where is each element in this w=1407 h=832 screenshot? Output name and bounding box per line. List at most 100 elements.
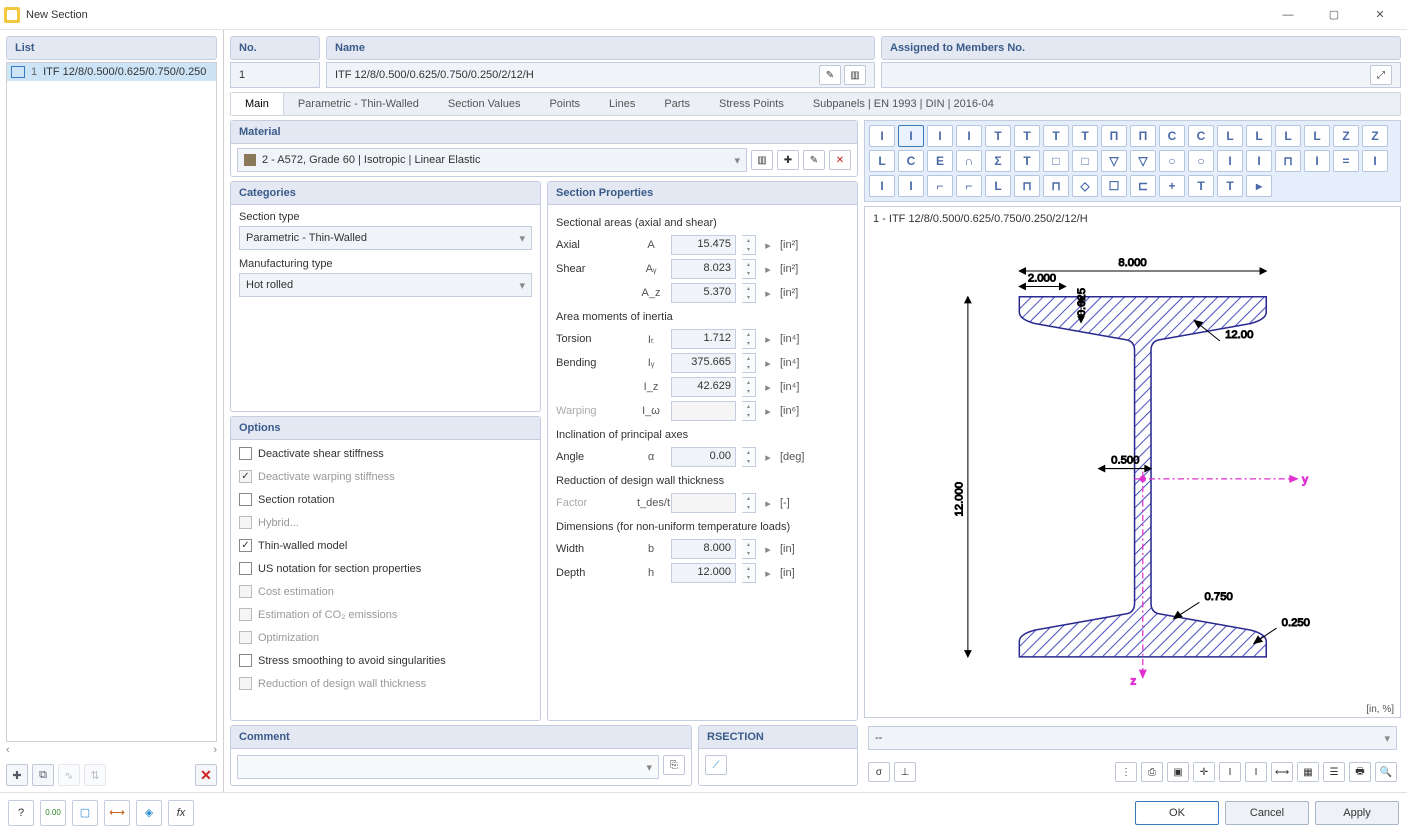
prop-value-input[interactable]: 12.000: [671, 563, 736, 583]
shape-palette-button[interactable]: ⌐: [956, 175, 982, 197]
no-input[interactable]: 1: [230, 62, 320, 88]
print-icon[interactable]: ⎙: [1141, 762, 1163, 782]
option-section-rotation[interactable]: Section rotation: [239, 492, 532, 507]
ok-button[interactable]: OK: [1135, 801, 1219, 825]
option-thin-walled-model[interactable]: Thin-walled model: [239, 538, 532, 553]
option-deactivate-shear-stiffness[interactable]: Deactivate shear stiffness: [239, 446, 532, 461]
shape-palette-button[interactable]: E: [927, 150, 953, 172]
option-us-notation-for-section-properties[interactable]: US notation for section properties: [239, 561, 532, 576]
material-new-icon[interactable]: ✚: [777, 150, 799, 170]
delete-item-button[interactable]: ✕: [195, 764, 217, 786]
list-item[interactable]: 1 ITF 12/8/0.500/0.625/0.750/0.250: [7, 63, 216, 81]
shape-palette-button[interactable]: L: [1217, 125, 1243, 147]
shape-palette-button[interactable]: I: [869, 175, 895, 197]
list-body[interactable]: 1 ITF 12/8/0.500/0.625/0.750/0.250: [6, 62, 217, 742]
spinner-icon[interactable]: ▴▾: [742, 539, 756, 559]
spinner-icon[interactable]: ▴▾: [742, 329, 756, 349]
model-icon[interactable]: ◈: [136, 800, 162, 826]
spinner-icon[interactable]: ▴▾: [742, 447, 756, 467]
shape-palette-button[interactable]: □: [1043, 150, 1069, 172]
help-icon[interactable]: ?: [8, 800, 34, 826]
expand-icon[interactable]: ▸: [762, 287, 774, 300]
shape-palette-button[interactable]: =: [1333, 150, 1359, 172]
dim-icon[interactable]: ⟷: [104, 800, 130, 826]
prop-value-input[interactable]: 42.629: [671, 377, 736, 397]
prop-value-input[interactable]: 8.023: [671, 259, 736, 279]
option-stress-smoothing-to-avoid-singularities[interactable]: Stress smoothing to avoid singularities: [239, 653, 532, 668]
scroll-left[interactable]: ‹: [6, 744, 10, 756]
expand-icon[interactable]: ▸: [762, 239, 774, 252]
printer-icon[interactable]: 🖶: [1349, 762, 1371, 782]
shape-palette-button[interactable]: L: [1246, 125, 1272, 147]
tab-parametric-thin-walled[interactable]: Parametric - Thin-Walled: [284, 93, 434, 115]
scroll-right[interactable]: ›: [213, 744, 217, 756]
preview-canvas[interactable]: 8.000 2.000 0.625 12.000 0.500 12.00: [865, 231, 1400, 702]
shape-palette-button[interactable]: ⌐: [927, 175, 953, 197]
fit-icon[interactable]: ▣: [1167, 762, 1189, 782]
shape-palette-button[interactable]: ⊓: [1043, 175, 1069, 197]
tab-main[interactable]: Main: [231, 93, 284, 115]
shape-palette-button[interactable]: T: [985, 125, 1011, 147]
shape-palette-button[interactable]: ☐: [1101, 175, 1127, 197]
expand-icon[interactable]: ▸: [762, 543, 774, 556]
spinner-icon[interactable]: ▴▾: [742, 353, 756, 373]
close-button[interactable]: ✕: [1357, 0, 1403, 30]
shape-palette-button[interactable]: ∩: [956, 150, 982, 172]
shape-palette-button[interactable]: I: [956, 125, 982, 147]
edit-name-icon[interactable]: ✎: [819, 65, 841, 85]
list-icon[interactable]: ☰: [1323, 762, 1345, 782]
expand-icon[interactable]: ▸: [762, 451, 774, 464]
shape-palette-button[interactable]: ○: [1188, 150, 1214, 172]
dims-icon[interactable]: ⟷: [1271, 762, 1293, 782]
tab-lines[interactable]: Lines: [595, 93, 650, 115]
section-type-select[interactable]: Parametric - Thin-Walled ▾: [239, 226, 532, 250]
material-delete-icon[interactable]: ✕: [829, 150, 851, 170]
prop-value-input[interactable]: 375.665: [671, 353, 736, 373]
shape-palette-button[interactable]: Σ: [985, 150, 1011, 172]
shape-palette-button[interactable]: I: [1217, 150, 1243, 172]
search-icon[interactable]: 🔍: [1375, 762, 1397, 782]
expand-icon[interactable]: ▸: [762, 567, 774, 580]
rsection-button[interactable]: ⟋: [705, 755, 727, 775]
tab-stress-points[interactable]: Stress Points: [705, 93, 799, 115]
library-icon[interactable]: ▥: [844, 65, 866, 85]
expand-icon[interactable]: ▸: [762, 263, 774, 276]
shape-palette-button[interactable]: I: [898, 175, 924, 197]
copy-item-button[interactable]: ⧉: [32, 764, 54, 786]
units-icon[interactable]: 0.00: [40, 800, 66, 826]
shape-palette-button[interactable]: I: [898, 125, 924, 147]
tab-parts[interactable]: Parts: [650, 93, 705, 115]
shape-palette-button[interactable]: T: [1072, 125, 1098, 147]
comment-attach-icon[interactable]: ⎘: [663, 755, 685, 775]
prop-value-input[interactable]: 8.000: [671, 539, 736, 559]
material-library-icon[interactable]: ▥: [751, 150, 773, 170]
shape-palette-button[interactable]: T: [1014, 125, 1040, 147]
expand-icon[interactable]: ▸: [762, 333, 774, 346]
shape-palette-button[interactable]: I: [1246, 150, 1272, 172]
comment-input[interactable]: ▾: [237, 755, 659, 779]
shape-palette-button[interactable]: ○: [1159, 150, 1185, 172]
new-item-button[interactable]: ✚: [6, 764, 28, 786]
shape-palette-button[interactable]: ▽: [1130, 150, 1156, 172]
assigned-input[interactable]: ⤢: [881, 62, 1401, 88]
cancel-button[interactable]: Cancel: [1225, 801, 1309, 825]
maximize-button[interactable]: ▢: [1311, 0, 1357, 30]
shape-palette-button[interactable]: C: [898, 150, 924, 172]
shape-palette-button[interactable]: T: [1043, 125, 1069, 147]
shape-palette-button[interactable]: C: [1188, 125, 1214, 147]
axes-icon[interactable]: ✛: [1193, 762, 1215, 782]
manufacturing-type-select[interactable]: Hot rolled ▾: [239, 273, 532, 297]
view-options-icon[interactable]: ⋮: [1115, 762, 1137, 782]
fx-icon[interactable]: fx: [168, 800, 194, 826]
shape-palette-button[interactable]: ⊓: [1275, 150, 1301, 172]
pick-members-icon[interactable]: ⤢: [1370, 65, 1392, 85]
shape-palette-button[interactable]: T: [1188, 175, 1214, 197]
preview-mode-select[interactable]: --▾: [868, 726, 1397, 750]
grid-icon[interactable]: ▦: [1297, 762, 1319, 782]
expand-icon[interactable]: ▸: [762, 381, 774, 394]
shape-palette-button[interactable]: ▽: [1101, 150, 1127, 172]
expand-icon[interactable]: ▸: [762, 357, 774, 370]
shape-palette-button[interactable]: ◇: [1072, 175, 1098, 197]
screen-icon[interactable]: ▢: [72, 800, 98, 826]
tab-section-values[interactable]: Section Values: [434, 93, 536, 115]
